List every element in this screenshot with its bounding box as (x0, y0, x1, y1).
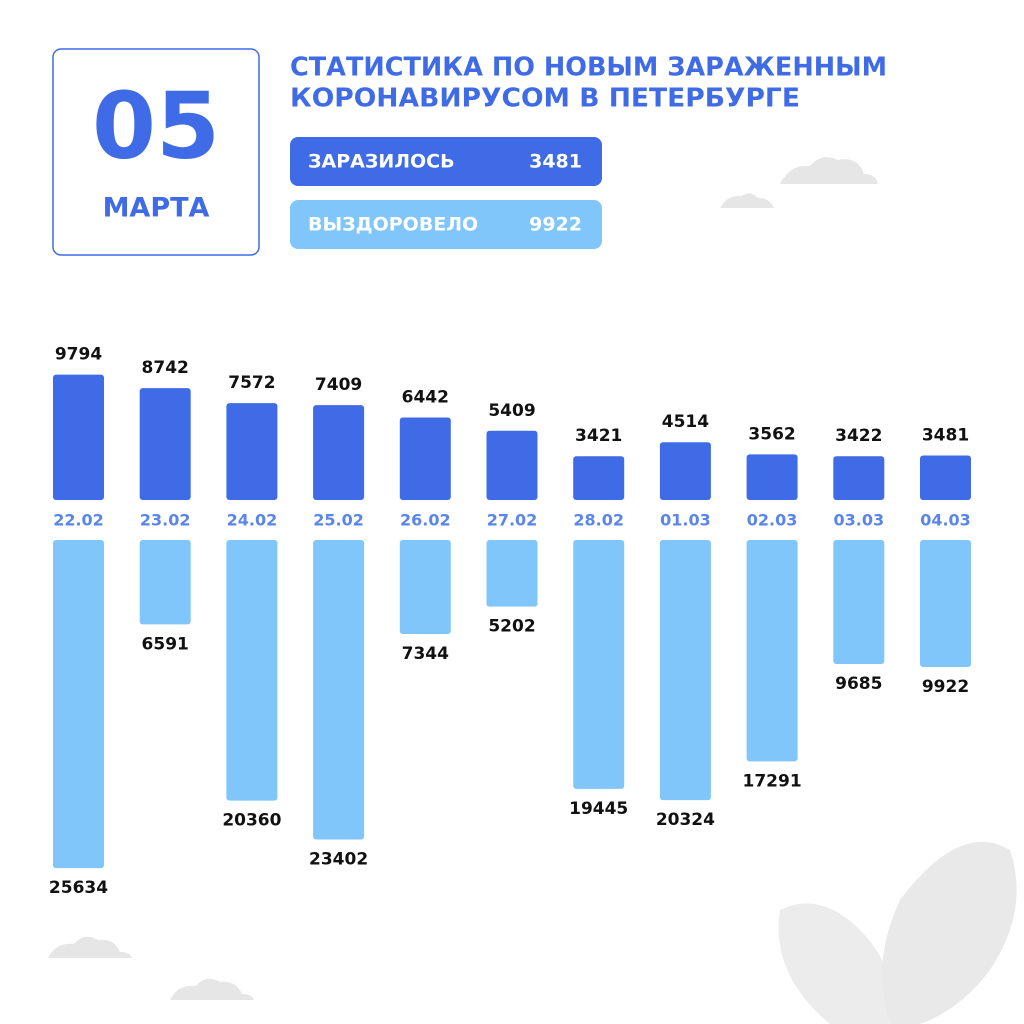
bar (226, 540, 278, 801)
value-label: 23402 (309, 850, 368, 870)
value-label: 7409 (315, 375, 362, 395)
bar (313, 405, 365, 500)
bar (659, 442, 711, 500)
value-label: 5409 (488, 401, 535, 421)
value-label: 3422 (835, 426, 882, 446)
bar (833, 540, 885, 664)
bar (139, 388, 191, 500)
stat-label: ВЫЗДОРОВЕЛО (308, 214, 478, 236)
value-label: 9922 (922, 677, 969, 697)
title-line: СТАТИСТИКА ПО НОВЫМ ЗАРАЖЕННЫМ (290, 53, 887, 83)
x-tick-label: 26.02 (400, 511, 451, 530)
value-label: 17291 (743, 771, 802, 791)
bar (226, 403, 278, 500)
bar (399, 417, 451, 500)
bar (920, 540, 971, 668)
bar (53, 374, 104, 500)
x-tick-label: 04.03 (920, 511, 971, 530)
value-label: 4514 (662, 412, 709, 432)
x-tick-label: 24.02 (227, 511, 278, 530)
x-tick-label: 27.02 (487, 511, 538, 530)
bar (53, 540, 104, 869)
x-tick-label: 01.03 (660, 511, 711, 530)
month: МАРТА (103, 193, 210, 224)
stat-value: 9922 (529, 214, 582, 236)
title-line: КОРОНАВИРУСОМ В ПЕТЕРБУРГЕ (290, 84, 800, 114)
value-label: 6591 (142, 634, 189, 654)
x-tick-label: 02.03 (747, 511, 798, 530)
bar (573, 456, 625, 500)
x-tick-label: 03.03 (833, 511, 884, 530)
value-label: 7344 (402, 644, 449, 664)
stat-box (290, 200, 602, 249)
date-box (52, 48, 260, 256)
value-label: 9685 (835, 674, 882, 694)
bar (833, 456, 885, 500)
value-label: 9794 (55, 345, 102, 365)
stat-label: ЗАРАЗИЛОСЬ (308, 151, 455, 173)
bar (486, 430, 538, 500)
bar (573, 540, 625, 789)
value-label: 8742 (142, 358, 189, 378)
bar (746, 540, 798, 762)
stat-box (290, 137, 602, 186)
day: 05 (92, 72, 220, 179)
x-tick-label: 28.02 (573, 511, 624, 530)
value-label: 5202 (488, 617, 535, 637)
value-label: 20360 (222, 811, 281, 831)
decoration (48, 157, 1017, 1024)
value-label: 3421 (575, 426, 622, 446)
x-tick-label: 25.02 (313, 511, 364, 530)
value-label: 7572 (228, 373, 275, 393)
value-label: 3562 (748, 424, 795, 444)
stat-value: 3481 (529, 151, 582, 173)
bar (139, 540, 191, 625)
x-tick-label: 22.02 (53, 511, 104, 530)
bar (486, 540, 538, 607)
bar (920, 455, 971, 500)
bar (399, 540, 451, 635)
value-label: 6442 (402, 388, 449, 408)
value-label: 19445 (569, 799, 628, 819)
value-label: 3481 (922, 425, 969, 445)
value-label: 20324 (656, 810, 715, 830)
bar (313, 540, 365, 840)
bar (746, 454, 798, 500)
x-tick-label: 23.02 (140, 511, 191, 530)
value-label: 25634 (49, 878, 108, 898)
bar (659, 540, 711, 801)
